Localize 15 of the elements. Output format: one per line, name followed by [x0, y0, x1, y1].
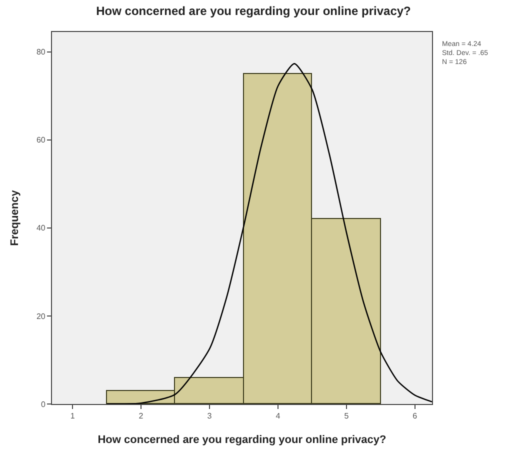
y-tick-label: 20 — [36, 312, 46, 321]
y-tick-label: 40 — [36, 224, 46, 233]
x-tick-label: 6 — [412, 412, 418, 421]
x-tick-label: 4 — [276, 412, 281, 421]
x-tick-label: 5 — [344, 412, 350, 421]
y-tick-label: 60 — [36, 136, 46, 145]
x-tick-label: 3 — [207, 412, 212, 421]
y-axis-title: Frequency — [9, 189, 22, 246]
x-tick-label: 2 — [138, 412, 144, 421]
y-tick-label: 0 — [40, 400, 46, 409]
chart-title: How concerned are you regarding your online privacy? — [96, 4, 411, 18]
x-tick-label: 1 — [70, 412, 76, 421]
line-series — [106, 63, 432, 404]
x-axis-title: How concerned are you regarding your online privacy? — [98, 434, 387, 446]
y-tick-label: 80 — [36, 48, 46, 57]
